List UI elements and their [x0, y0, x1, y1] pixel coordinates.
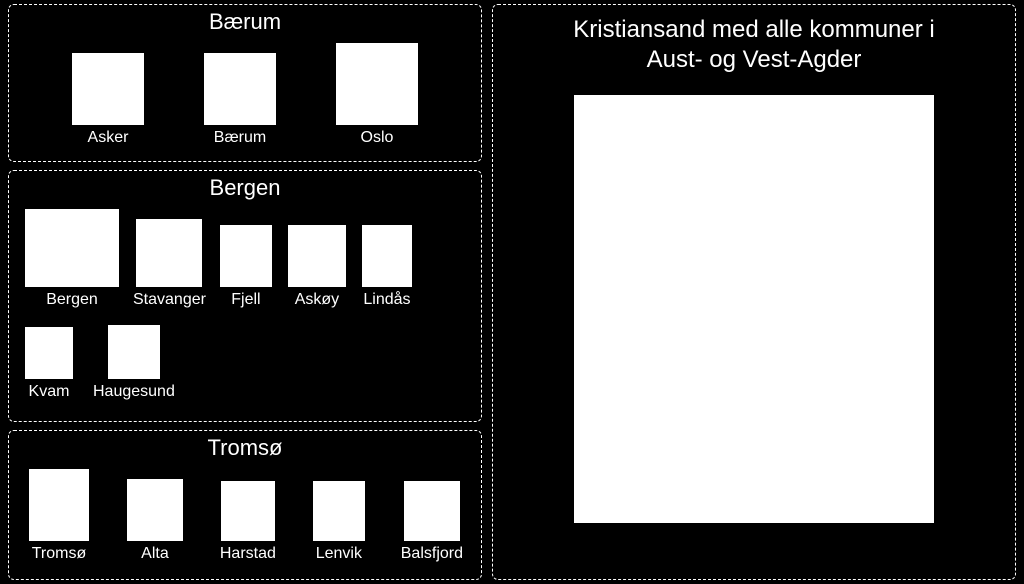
- swatch-harstad: [219, 479, 277, 543]
- panel-kristiansand: Kristiansand med alle kommuner i Aust- o…: [492, 4, 1016, 580]
- item-harstad: Harstad: [219, 479, 277, 563]
- panel-title-bergen: Bergen: [9, 175, 481, 201]
- panel-tromso-items: Tromsø Alta Harstad Lenvik Balsfjord: [9, 467, 481, 567]
- item-oslo: Oslo: [334, 41, 420, 147]
- panel-baerum-items: Asker Bærum Oslo: [9, 41, 481, 153]
- item-balsfjord: Balsfjord: [401, 479, 463, 563]
- label-fjell: Fjell: [231, 291, 260, 309]
- label-balsfjord: Balsfjord: [401, 545, 463, 563]
- label-stavanger: Stavanger: [133, 291, 206, 309]
- swatch-stavanger: [134, 217, 204, 289]
- item-baerum: Bærum: [202, 51, 278, 147]
- label-asker: Asker: [88, 129, 129, 147]
- panel-title-kristiansand: Kristiansand med alle kommuner i Aust- o…: [493, 15, 1015, 75]
- panel-title-kristiansand-line1: Kristiansand med alle kommuner i: [573, 16, 935, 43]
- panel-tromso: Tromsø Tromsø Alta Harstad Lenvik Balsfj…: [8, 430, 482, 580]
- swatch-tromso: [27, 467, 91, 543]
- item-fjell: Fjell: [218, 223, 274, 309]
- item-asker: Asker: [70, 51, 146, 147]
- label-tromso: Tromsø: [32, 545, 87, 563]
- panel-bergen-row1: Bergen Stavanger Fjell Askøy Lindås: [9, 207, 481, 317]
- item-alta: Alta: [125, 477, 185, 563]
- item-kvam: Kvam: [23, 325, 75, 401]
- label-lenvik: Lenvik: [316, 545, 362, 563]
- swatch-balsfjord: [402, 479, 462, 543]
- label-kvam: Kvam: [29, 383, 70, 401]
- label-haugesund: Haugesund: [93, 383, 175, 401]
- item-lenvik: Lenvik: [311, 479, 367, 563]
- label-oslo: Oslo: [361, 129, 394, 147]
- panel-title-kristiansand-line2: Aust- og Vest-Agder: [647, 46, 862, 73]
- label-bergen: Bergen: [46, 291, 98, 309]
- swatch-oslo: [334, 41, 420, 127]
- item-tromso: Tromsø: [27, 467, 91, 563]
- label-askoy: Askøy: [295, 291, 339, 309]
- panel-bergen: Bergen Bergen Stavanger Fjell Askøy Lind…: [8, 170, 482, 422]
- swatch-lenvik: [311, 479, 367, 543]
- item-lindas: Lindås: [360, 223, 414, 309]
- swatch-haugesund: [106, 323, 162, 381]
- panel-title-tromso: Tromsø: [9, 435, 481, 461]
- swatch-baerum: [202, 51, 278, 127]
- item-askoy: Askøy: [286, 223, 348, 309]
- swatch-lindas: [360, 223, 414, 289]
- swatch-kvam: [23, 325, 75, 381]
- item-haugesund: Haugesund: [93, 323, 175, 401]
- label-harstad: Harstad: [220, 545, 276, 563]
- swatch-asker: [70, 51, 146, 127]
- item-bergen: Bergen: [23, 207, 121, 309]
- swatch-bergen: [23, 207, 121, 289]
- label-alta: Alta: [141, 545, 169, 563]
- swatch-kristiansand: [574, 95, 934, 523]
- swatch-fjell: [218, 223, 274, 289]
- swatch-alta: [125, 477, 185, 543]
- label-lindas: Lindås: [363, 291, 410, 309]
- swatch-askoy: [286, 223, 348, 289]
- panel-title-baerum: Bærum: [9, 9, 481, 35]
- panel-baerum: Bærum Asker Bærum Oslo: [8, 4, 482, 162]
- item-stavanger: Stavanger: [133, 217, 206, 309]
- panel-bergen-row2: Kvam Haugesund: [9, 317, 481, 409]
- label-baerum: Bærum: [214, 129, 266, 147]
